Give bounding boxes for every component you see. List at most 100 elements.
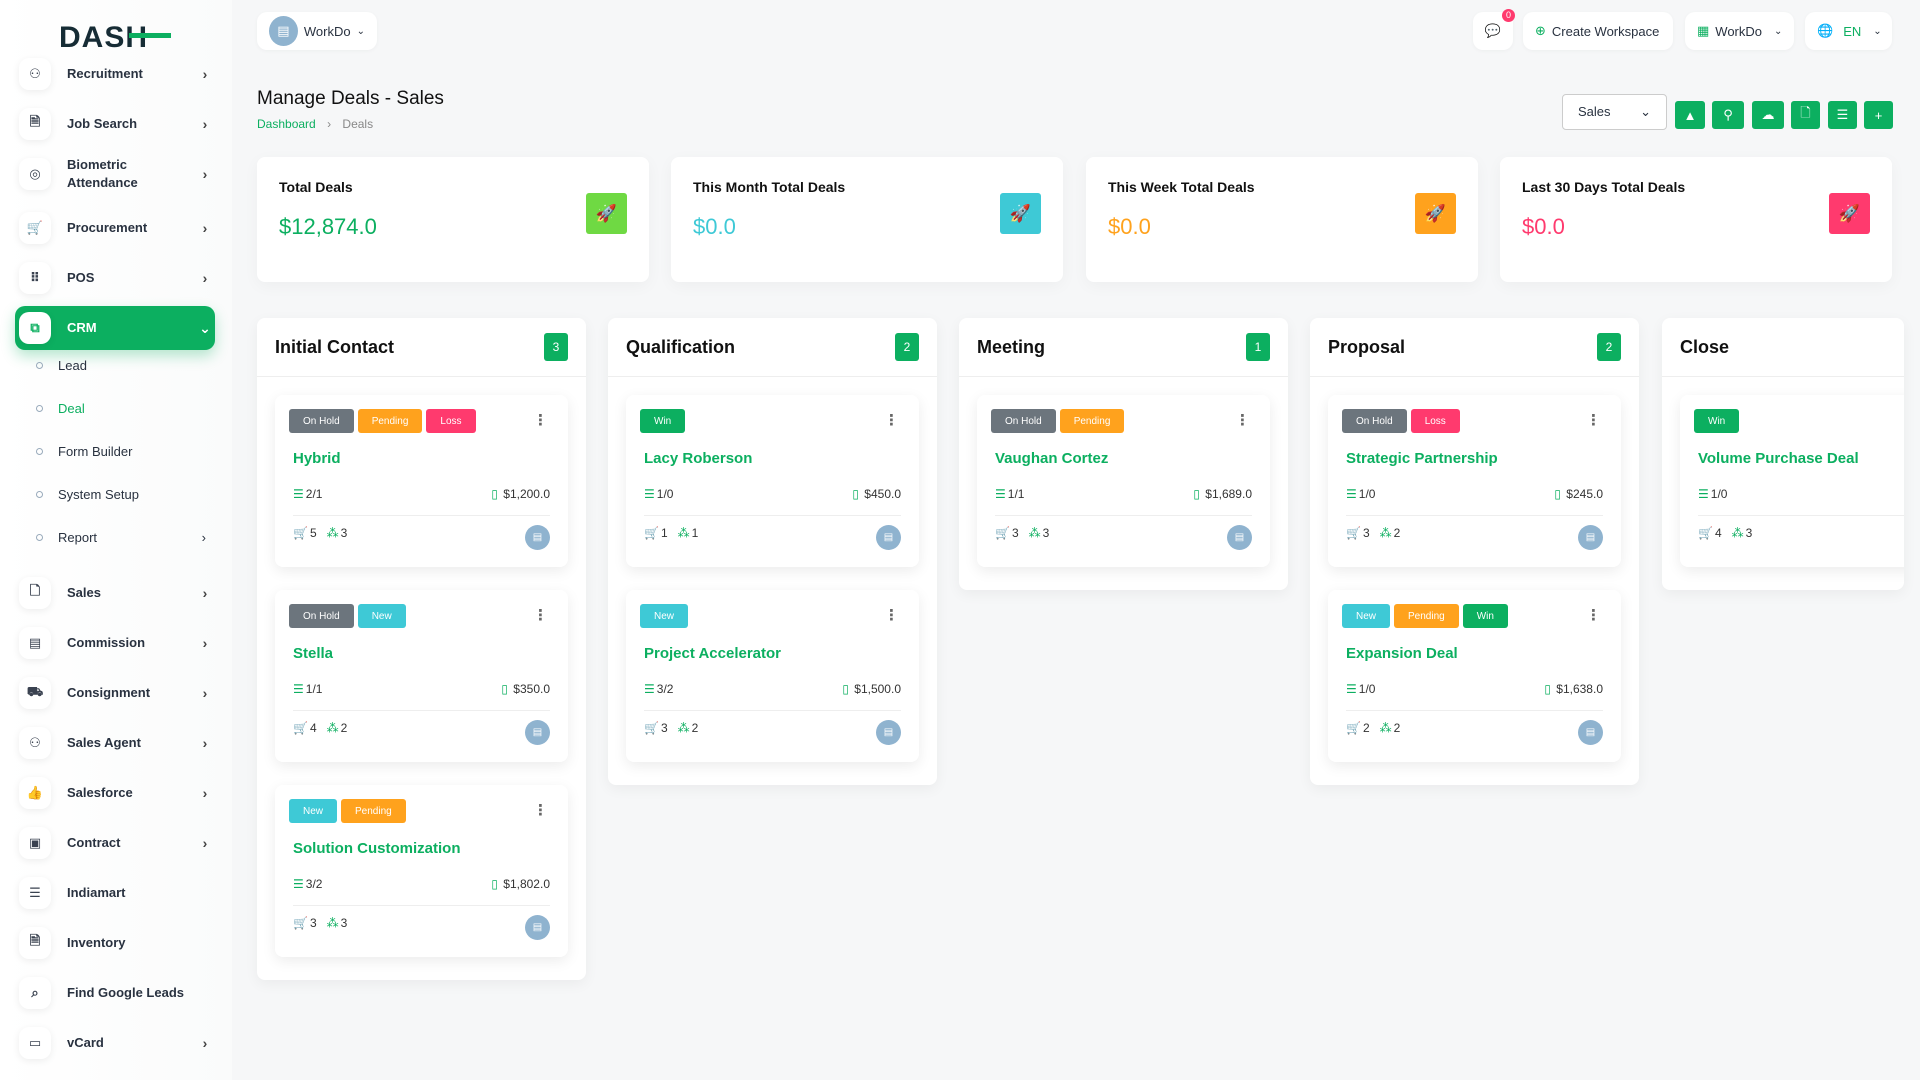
breadcrumb-dashboard[interactable]: Dashboard bbox=[257, 117, 316, 131]
tasks-count: ☰ 1/0 bbox=[1346, 682, 1375, 696]
sidebar-item-sales[interactable]: 🗋 Sales › bbox=[15, 571, 215, 615]
pipeline-select[interactable]: Sales ⌄ bbox=[1562, 94, 1667, 130]
sidebar-item-pos[interactable]: ⠿ POS › bbox=[15, 256, 215, 300]
deal-name[interactable]: Solution Customization bbox=[293, 840, 461, 857]
sidebar-item-procurement[interactable]: 🛒 Procurement › bbox=[15, 206, 215, 250]
deal-card[interactable]: On Hold Pending ⋮ Vaughan Cortez ☰ 1/1 ▯ $1,68… bbox=[977, 395, 1270, 567]
sidebar-item-commission[interactable]: ▤ Commission › bbox=[15, 621, 215, 665]
kanban-column: Initial Contact 3 On Hold Pending Loss ⋮ Hybri… bbox=[257, 318, 586, 980]
sidebar-item-recruitment[interactable]: ⚇ Recruitment › bbox=[15, 52, 215, 96]
deal-card[interactable]: New Pending Win ⋮ Expansion Deal ☰ 1/0 ▯ $1,638… bbox=[1328, 590, 1621, 762]
deal-card[interactable]: New ⋮ Project Accelerator ☰ 3/2 ▯ $1,500.0 🛒 3 ⁂… bbox=[626, 590, 919, 762]
sidebar-item-crm[interactable]: ⧉ CRM ⌄ bbox=[15, 306, 215, 350]
page-title: Manage Deals - Sales bbox=[257, 88, 444, 109]
sidebar-item-biometric-attendance[interactable]: ◎ Biometric Attendance › bbox=[15, 152, 215, 196]
tasks-value: 1/0 bbox=[1710, 487, 1728, 501]
sources-icon: ⁂ bbox=[677, 526, 690, 540]
file-import-button[interactable]: 🗋 bbox=[1791, 101, 1820, 129]
task-list-icon: ☰ bbox=[293, 877, 304, 891]
more-options-icon[interactable]: ⋮ bbox=[1235, 412, 1250, 429]
sidebar-item-vcard[interactable]: ▭ vCard › bbox=[15, 1021, 215, 1065]
cart-icon: 🛒 bbox=[1346, 721, 1361, 735]
more-options-icon[interactable]: ⋮ bbox=[533, 412, 548, 429]
deal-card[interactable]: On Hold Loss ⋮ Strategic Partnership ☰ 1/0 ▯ $… bbox=[1328, 395, 1621, 567]
deal-card[interactable]: Win ⋮ Lacy Roberson ☰ 1/0 ▯ $450.0 🛒 1 ⁂ 1 ▤ bbox=[626, 395, 919, 567]
chevron-right-icon: › bbox=[202, 835, 208, 851]
products-value: 3 bbox=[309, 916, 317, 930]
more-options-icon[interactable]: ⋮ bbox=[884, 607, 899, 624]
language-switcher[interactable]: 🌐 EN ⌄ bbox=[1805, 12, 1892, 50]
deal-card[interactable]: On Hold New ⋮ Stella ☰ 1/1 ▯ $350.0 🛒 4 ⁂ 2 ▤ bbox=[275, 590, 568, 762]
deal-stats: ☰ 1/1 ▯ $1,689.0 bbox=[995, 487, 1252, 501]
cart-icon: 🛒 bbox=[293, 526, 308, 540]
sidebar-item-job-search[interactable]: 🗎 Job Search › bbox=[15, 102, 215, 146]
google-drive-button[interactable]: ▲ bbox=[1675, 101, 1705, 129]
divider bbox=[995, 515, 1252, 516]
more-options-icon[interactable]: ⋮ bbox=[1586, 607, 1601, 624]
deal-footer: 🛒 3 ⁂ 3 bbox=[293, 916, 347, 930]
column-count-badge: 2 bbox=[895, 333, 919, 361]
status-badge: Loss bbox=[426, 409, 476, 433]
chevron-right-icon: › bbox=[202, 66, 208, 82]
sidebar-subitem-deal[interactable]: Deal bbox=[36, 401, 206, 416]
deal-stats: ☰ 1/1 ▯ $350.0 bbox=[293, 682, 550, 696]
column-header: Close bbox=[1662, 318, 1904, 377]
sidebar-item-inventory[interactable]: 🗎 Inventory bbox=[15, 921, 215, 965]
sidebar-subitem-form-builder[interactable]: Form Builder bbox=[36, 444, 206, 459]
sidebar-subitem-report[interactable]: Report › bbox=[36, 530, 206, 545]
messages-button[interactable]: 💬 0 bbox=[1473, 9, 1515, 50]
create-workspace-button[interactable]: ⊕ Create Workspace bbox=[1523, 12, 1673, 50]
sidebar-item-label: Sales bbox=[67, 585, 101, 600]
onedrive-button[interactable]: ☁ bbox=[1752, 101, 1784, 129]
sidebar-subitem-lead[interactable]: Lead bbox=[36, 358, 206, 373]
deal-name[interactable]: Hybrid bbox=[293, 450, 341, 467]
status-tags: New bbox=[640, 604, 689, 628]
deal-card[interactable]: New Pending ⋮ Solution Customization ☰ 3/2 ▯ $… bbox=[275, 785, 568, 957]
deal-name[interactable]: Lacy Roberson bbox=[644, 450, 753, 467]
deal-name[interactable]: Vaughan Cortez bbox=[995, 450, 1109, 467]
more-options-icon[interactable]: ⋮ bbox=[884, 412, 899, 429]
list-button[interactable]: ☰ bbox=[1828, 101, 1857, 129]
sidebar-item-find-google-leads[interactable]: ⌕ Find Google Leads bbox=[15, 971, 215, 1015]
deal-card[interactable]: On Hold Pending Loss ⋮ Hybrid ☰ 2/1 ▯ $1,200.0 🛒… bbox=[275, 395, 568, 567]
stat-value: $0.0 bbox=[1108, 214, 1151, 239]
tasks-count: ☰ 2/1 bbox=[293, 487, 322, 501]
products-count: 🛒 2 bbox=[1346, 721, 1370, 735]
more-options-icon[interactable]: ⋮ bbox=[533, 607, 548, 624]
more-options-icon[interactable]: ⋮ bbox=[533, 802, 548, 819]
more-options-icon[interactable]: ⋮ bbox=[1586, 412, 1601, 429]
deal-name[interactable]: Volume Purchase Deal bbox=[1698, 450, 1859, 467]
sidebar-item-consignment[interactable]: ⛟ Consignment › bbox=[15, 671, 215, 715]
products-count: 🛒 3 bbox=[1346, 526, 1370, 540]
sidebar-item-label: Consignment bbox=[67, 685, 151, 700]
divider bbox=[1698, 515, 1904, 516]
workspace-menu[interactable]: ▦ WorkDo ⌄ bbox=[1685, 12, 1794, 50]
sidebar-item-indiamart[interactable]: ☰ Indiamart bbox=[15, 871, 215, 915]
contract-icon: ▣ bbox=[19, 827, 51, 859]
status-badge: Win bbox=[1694, 409, 1740, 433]
stat-card: Total Deals $12,874.0 🚀 bbox=[257, 157, 649, 282]
deal-name[interactable]: Strategic Partnership bbox=[1346, 450, 1498, 467]
deal-name[interactable]: Stella bbox=[293, 645, 334, 662]
price-clipboard-icon: ▯ bbox=[501, 682, 512, 696]
deal-card[interactable]: Win⋮Volume Purchase Deal☰1/0▯ 🛒4⁂3 bbox=[1680, 395, 1904, 567]
truck-icon: ⛟ bbox=[19, 677, 51, 709]
deal-name[interactable]: Project Accelerator bbox=[644, 645, 782, 662]
sidebar-item-sales-agent[interactable]: ⚇ Sales Agent › bbox=[15, 721, 215, 765]
sidebar-item-contract[interactable]: ▣ Contract › bbox=[15, 821, 215, 865]
tasks-value: 1/0 bbox=[656, 487, 674, 501]
tasks-value: 3/2 bbox=[305, 877, 323, 891]
sources-value: 2 bbox=[1393, 526, 1401, 540]
sidebar-item-salesforce[interactable]: 👍 Salesforce › bbox=[15, 771, 215, 815]
sources-value: 3 bbox=[1745, 526, 1753, 540]
sidebar-subitem-system-setup[interactable]: System Setup bbox=[36, 487, 206, 502]
plus-button[interactable]: + bbox=[1864, 101, 1893, 129]
sources-value: 2 bbox=[691, 721, 699, 735]
deal-stats: ☰ 1/0 ▯ $245.0 bbox=[1346, 487, 1603, 501]
stat-title: Last 30 Days Total Deals bbox=[1522, 179, 1686, 195]
workspace-switcher[interactable]: ▤ WorkDo ⌄ bbox=[257, 12, 377, 50]
deal-name[interactable]: Expansion Deal bbox=[1346, 645, 1458, 662]
stat-card: This Month Total Deals $0.0 🚀 bbox=[671, 157, 1063, 282]
hubspot-button[interactable]: ⚲ bbox=[1712, 101, 1744, 129]
sources-count: ⁂ 2 bbox=[1380, 526, 1401, 540]
